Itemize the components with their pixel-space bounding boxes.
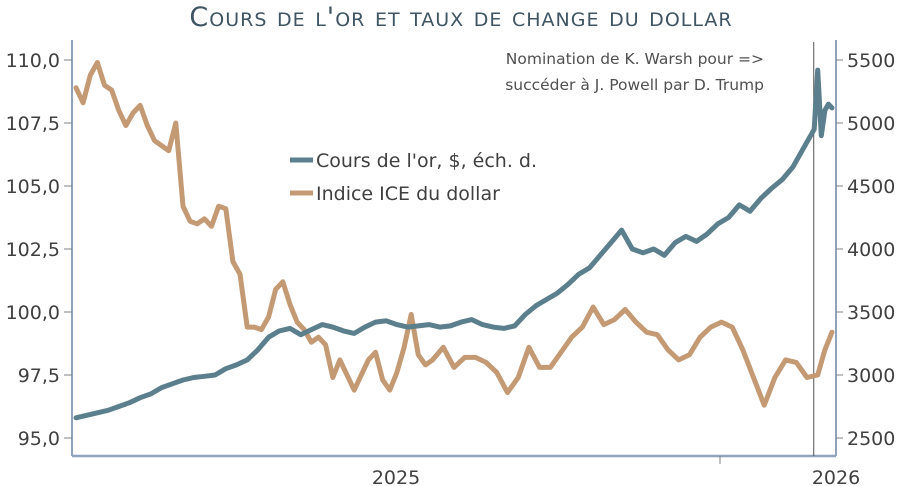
left-tick-label: 105,0 <box>6 176 60 198</box>
annotation-line2: succéder à J. Powell par D. Trump <box>505 76 764 94</box>
left-tick-label: 110,0 <box>6 50 60 72</box>
left-axis-ticks: 95,0 97,5 100,0 102,5 105,0 107,5 110,0 <box>6 50 72 450</box>
right-axis-ticks: 2500 3000 3500 4000 4500 5000 5500 <box>836 50 895 450</box>
series-layer <box>73 60 835 421</box>
series-line-dollar <box>73 60 835 408</box>
annotation: Nomination de K. Warsh pour => succéder … <box>505 50 764 94</box>
right-tick-label: 4500 <box>847 176 895 198</box>
right-tick-label: 4000 <box>847 239 895 261</box>
left-tick-label: 97,5 <box>18 365 60 387</box>
left-tick-label: 100,0 <box>6 302 60 324</box>
legend-label-dollar: Indice ICE du dollar <box>316 183 500 205</box>
annotation-line1: Nomination de K. Warsh pour => <box>506 50 764 68</box>
legend: Cours de l'or, $, éch. d. Indice ICE du … <box>290 150 537 205</box>
chart-title: Cours de l'or et taux de change du dolla… <box>189 2 733 33</box>
x-axis-ticks: 2025 2026 <box>372 467 860 486</box>
right-tick-label: 5500 <box>847 50 895 72</box>
x-tick-label: 2025 <box>372 467 420 486</box>
left-tick-label: 95,0 <box>18 428 60 450</box>
right-tick-label: 3500 <box>847 302 895 324</box>
right-tick-label: 5000 <box>847 113 895 135</box>
x-tick-label: 2026 <box>812 467 860 486</box>
right-tick-label: 3000 <box>847 365 895 387</box>
right-tick-label: 2500 <box>847 428 895 450</box>
left-tick-label: 107,5 <box>6 113 60 135</box>
left-tick-label: 102,5 <box>6 239 60 261</box>
series-line-gold <box>73 67 835 421</box>
legend-label-gold: Cours de l'or, $, éch. d. <box>316 150 537 172</box>
axes <box>71 40 837 464</box>
